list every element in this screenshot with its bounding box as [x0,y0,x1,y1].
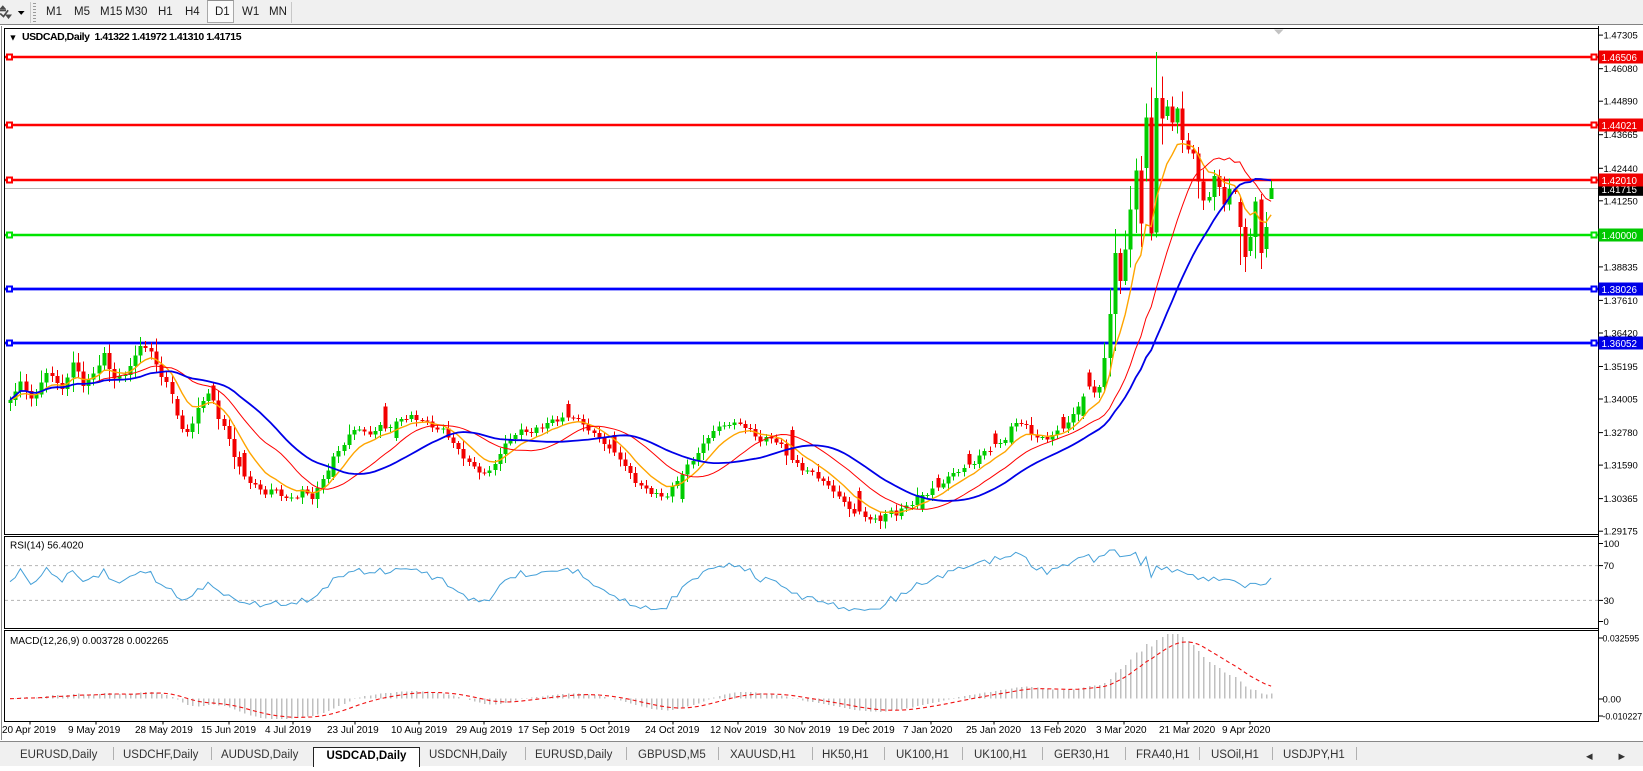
svg-text:9 May 2019: 9 May 2019 [68,725,121,736]
svg-text:1.35195: 1.35195 [1604,362,1638,373]
svg-text:1.44890: 1.44890 [1604,97,1638,108]
svg-text:0: 0 [1604,617,1609,628]
svg-text:20 Apr 2019: 20 Apr 2019 [2,725,56,736]
svg-text:1.41250: 1.41250 [1604,196,1638,207]
svg-text:5 Oct 2019: 5 Oct 2019 [581,725,630,736]
svg-text:▼: ▼ [9,33,18,43]
svg-text:1.43665: 1.43665 [1604,130,1638,141]
svg-text:4 Jul 2019: 4 Jul 2019 [265,725,312,736]
svg-text:1.42010: 1.42010 [1602,176,1638,187]
svg-text:-0.010227: -0.010227 [1603,712,1643,722]
svg-text:70: 70 [1604,561,1615,572]
svg-text:1.46506: 1.46506 [1602,53,1638,64]
svg-text:12 Nov 2019: 12 Nov 2019 [710,725,767,736]
svg-text:1.32780: 1.32780 [1604,428,1638,439]
svg-text:21 Mar 2020: 21 Mar 2020 [1159,725,1216,736]
svg-text:19 Dec 2019: 19 Dec 2019 [838,725,895,736]
svg-text:1.44021: 1.44021 [1602,121,1637,132]
svg-text:1.46080: 1.46080 [1604,64,1638,75]
svg-text:1.38026: 1.38026 [1602,285,1638,296]
svg-text:23 Jul 2019: 23 Jul 2019 [327,725,379,736]
svg-text:29 Aug 2019: 29 Aug 2019 [456,725,513,736]
svg-text:100: 100 [1604,539,1620,550]
svg-text:USDCAD,Daily 1.41322 1.41972: USDCAD,Daily 1.41322 1.41972 1.41310 1.4… [22,31,242,43]
svg-text:7 Jan 2020: 7 Jan 2020 [903,725,953,736]
svg-text:1.34005: 1.34005 [1604,395,1638,406]
svg-text:MACD(12,26,9) 0.003728 0.00226: MACD(12,26,9) 0.003728 0.002265 [10,636,169,647]
svg-text:30: 30 [1604,596,1615,607]
svg-text:1.47305: 1.47305 [1604,31,1638,42]
svg-text:1.38835: 1.38835 [1604,262,1638,273]
svg-text:3 Mar 2020: 3 Mar 2020 [1096,725,1147,736]
svg-text:25 Jan 2020: 25 Jan 2020 [966,725,1021,736]
svg-text:9 Apr 2020: 9 Apr 2020 [1222,725,1271,736]
svg-text:15 Jun 2019: 15 Jun 2019 [201,725,256,736]
svg-text:24 Oct 2019: 24 Oct 2019 [645,725,700,736]
svg-text:1.36052: 1.36052 [1602,339,1637,350]
svg-text:17 Sep 2019: 17 Sep 2019 [518,725,575,736]
svg-text:1.37610: 1.37610 [1604,296,1638,307]
svg-text:1.31590: 1.31590 [1604,461,1638,472]
svg-text:0.00: 0.00 [1603,695,1622,706]
svg-text:1.40000: 1.40000 [1602,231,1638,242]
svg-text:1.29175: 1.29175 [1604,527,1638,538]
svg-text:0.032595: 0.032595 [1603,634,1640,644]
svg-text:10 Aug 2019: 10 Aug 2019 [391,725,448,736]
svg-text:1.42440: 1.42440 [1604,164,1638,175]
svg-text:28 May 2019: 28 May 2019 [135,725,193,736]
svg-text:30 Nov 2019: 30 Nov 2019 [774,725,831,736]
svg-text:RSI(14) 56.4020: RSI(14) 56.4020 [10,541,84,552]
svg-text:13 Feb 2020: 13 Feb 2020 [1030,725,1087,736]
svg-text:1.30365: 1.30365 [1604,494,1638,505]
